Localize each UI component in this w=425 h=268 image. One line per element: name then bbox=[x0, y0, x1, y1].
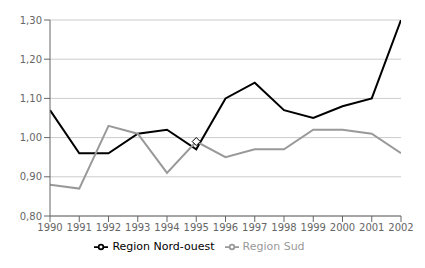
svg-text:2000: 2000 bbox=[330, 222, 355, 233]
svg-text:1998: 1998 bbox=[271, 222, 296, 233]
svg-text:1997: 1997 bbox=[242, 222, 267, 233]
svg-text:1992: 1992 bbox=[96, 222, 121, 233]
svg-text:0,90: 0,90 bbox=[20, 171, 42, 182]
svg-text:1999: 1999 bbox=[301, 222, 326, 233]
svg-text:1990: 1990 bbox=[37, 222, 62, 233]
html-text:Region Nord-ouest: Region Nord-ouest bbox=[112, 240, 215, 253]
svg-text:2002: 2002 bbox=[388, 222, 413, 233]
svg-text:1991: 1991 bbox=[67, 222, 92, 233]
svg-text:1,10: 1,10 bbox=[20, 93, 42, 104]
svg-text:1,20: 1,20 bbox=[20, 54, 42, 65]
svg-text:2001: 2001 bbox=[359, 222, 384, 233]
svg-text:1,00: 1,00 bbox=[20, 132, 42, 143]
svg-text:1993: 1993 bbox=[125, 222, 150, 233]
svg-text:0,80: 0,80 bbox=[20, 211, 42, 222]
html-text:Region Sud: Region Sud bbox=[242, 240, 305, 253]
svg-text:1996: 1996 bbox=[213, 222, 238, 233]
svg-text:1995: 1995 bbox=[184, 222, 209, 233]
svg-text:1,30: 1,30 bbox=[20, 15, 42, 26]
svg-text:1994: 1994 bbox=[154, 222, 179, 233]
